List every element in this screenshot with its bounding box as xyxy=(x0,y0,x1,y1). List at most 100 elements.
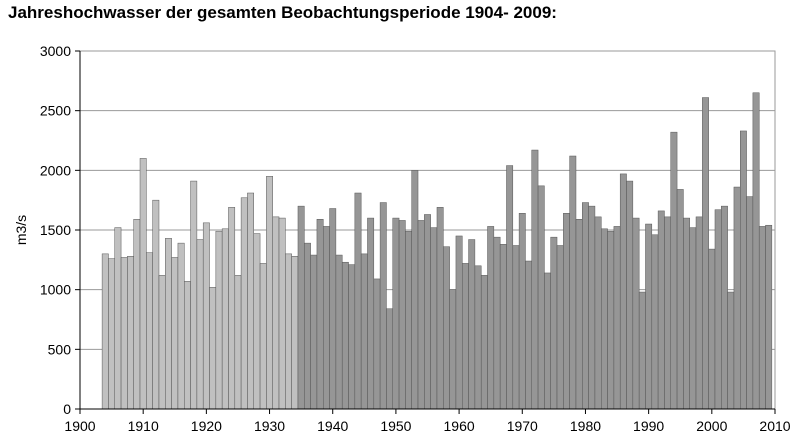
bar xyxy=(266,176,273,410)
bar xyxy=(632,217,640,410)
bar xyxy=(316,219,324,410)
bar xyxy=(752,92,760,410)
bar xyxy=(480,275,488,410)
bar xyxy=(285,253,292,410)
bar xyxy=(329,208,337,410)
y-tick-label: 2000 xyxy=(40,162,71,178)
y-tick-label: 1000 xyxy=(40,282,71,298)
bar xyxy=(240,197,248,410)
bar xyxy=(139,158,147,410)
bar xyxy=(645,223,653,410)
x-tick-label: 1940 xyxy=(317,418,348,434)
bar xyxy=(291,256,299,410)
bar xyxy=(341,261,349,410)
bar xyxy=(708,248,716,410)
bar xyxy=(120,257,128,410)
bar xyxy=(379,202,387,410)
bar xyxy=(146,252,153,410)
bar xyxy=(196,239,204,410)
bar xyxy=(714,209,722,410)
bar xyxy=(323,226,330,410)
bar xyxy=(247,192,254,410)
x-tick-label: 1990 xyxy=(633,418,664,434)
bar xyxy=(582,202,589,410)
bar xyxy=(518,213,526,410)
bar xyxy=(360,253,368,410)
bar xyxy=(127,256,134,410)
bar xyxy=(398,220,406,410)
bar xyxy=(373,278,381,410)
bar xyxy=(221,228,229,410)
bar xyxy=(259,263,267,410)
bar xyxy=(613,226,621,410)
bar xyxy=(184,281,191,410)
bar xyxy=(101,253,109,410)
bar xyxy=(619,173,627,410)
y-tick-label: 3000 xyxy=(40,43,71,59)
bar xyxy=(165,238,172,410)
bar xyxy=(487,226,495,410)
bar xyxy=(758,226,766,410)
bar xyxy=(601,228,608,410)
bar xyxy=(733,186,741,410)
bar xyxy=(108,258,116,410)
bar xyxy=(689,227,697,410)
x-tick-label: 1930 xyxy=(254,418,285,434)
bar xyxy=(537,185,545,410)
bar xyxy=(209,287,217,410)
bar xyxy=(335,254,343,410)
bar xyxy=(569,155,577,410)
bar xyxy=(411,170,419,410)
bar xyxy=(727,291,735,410)
y-axis-label: m3/s xyxy=(13,215,29,245)
bar xyxy=(626,180,634,410)
bar xyxy=(405,230,412,410)
bar xyxy=(676,189,684,410)
bar xyxy=(455,235,463,410)
bar xyxy=(430,227,438,410)
bar xyxy=(367,217,375,410)
bar xyxy=(177,242,185,410)
bars xyxy=(101,92,773,410)
x-tick-label: 2000 xyxy=(696,418,727,434)
bar xyxy=(525,260,532,410)
bar xyxy=(746,196,754,410)
bar xyxy=(417,220,425,410)
x-tick-label: 1970 xyxy=(507,418,538,434)
bar xyxy=(424,214,431,410)
bar xyxy=(695,216,703,410)
x-tick-label: 1950 xyxy=(380,418,411,434)
bar xyxy=(474,265,482,410)
x-tick-label: 1920 xyxy=(191,418,222,434)
axes: 0 500 1000 1500 2000 2500 3000 1900 1910 1920 1930… xyxy=(40,43,791,434)
bar xyxy=(765,224,773,410)
bar xyxy=(348,264,356,410)
bar xyxy=(702,97,709,410)
bar xyxy=(304,242,311,410)
bar xyxy=(544,272,551,410)
bar xyxy=(740,130,747,410)
bar xyxy=(575,219,583,410)
bar xyxy=(234,275,242,410)
bar xyxy=(531,149,539,410)
bar xyxy=(386,308,393,410)
bar xyxy=(657,210,665,410)
bar xyxy=(607,230,615,410)
bar xyxy=(594,216,602,410)
bar xyxy=(354,192,362,410)
bar xyxy=(158,275,166,410)
x-tick-label: 1980 xyxy=(570,418,601,434)
y-tick-label: 2500 xyxy=(40,103,71,119)
bar xyxy=(499,244,507,410)
bar xyxy=(215,230,223,410)
bar xyxy=(297,205,305,410)
bar xyxy=(449,289,457,410)
bar xyxy=(670,131,678,410)
bar xyxy=(190,180,198,410)
chart-title: Jahreshochwasser der gesamten Beobachtun… xyxy=(8,3,557,22)
bar xyxy=(392,217,400,410)
bar xyxy=(651,234,659,410)
x-tick-label: 1910 xyxy=(128,418,159,434)
bar xyxy=(556,245,564,410)
